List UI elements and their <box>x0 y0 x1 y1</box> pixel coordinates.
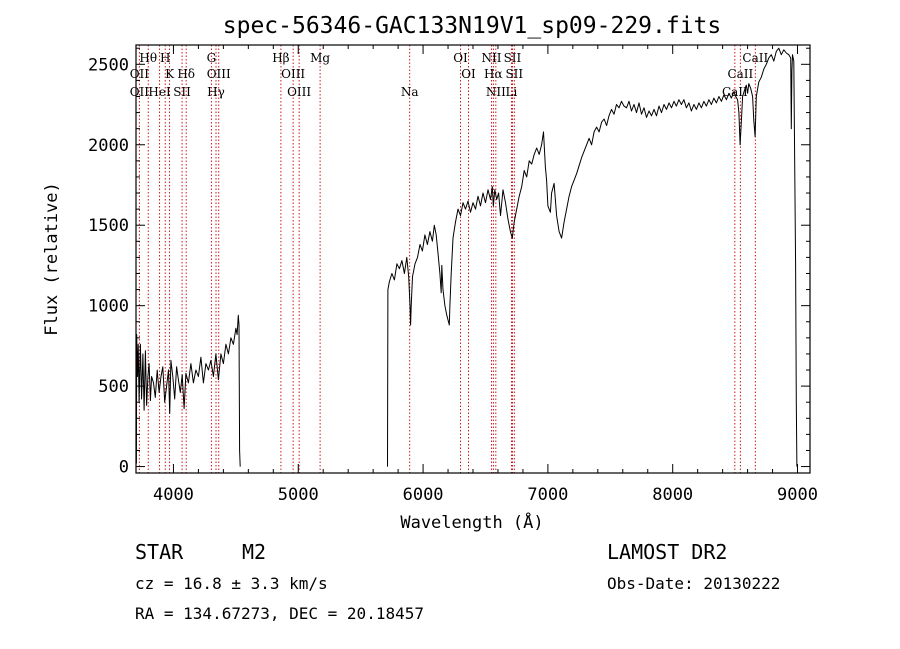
spectral-line-label: OI <box>461 67 476 81</box>
y-axis-label: Flux (relative) <box>42 182 62 336</box>
spectral-line-label: SII <box>504 51 522 65</box>
y-tick-label: 2500 <box>88 55 129 75</box>
spectral-line-label: CaII <box>727 67 753 81</box>
spectral-line-label: NII <box>486 85 506 99</box>
spectrum-line-segment <box>135 314 241 467</box>
y-axis: 0 500 1000 1500 2000 2500 <box>88 47 810 478</box>
x-tick-label: 9000 <box>777 485 818 505</box>
chart-title: spec-56346-GAC133N19V1_sp09-229.fits <box>223 13 722 39</box>
spectral-line-label: Hθ <box>139 51 157 65</box>
spectral-line-label: Mg <box>310 51 330 65</box>
spectral-line-label: Li <box>506 85 518 99</box>
spectral-line-label: OIII <box>287 85 311 99</box>
y-tick-label: 1000 <box>88 297 129 317</box>
x-tick-label: 6000 <box>403 485 444 505</box>
x-tick-label: 8000 <box>652 485 693 505</box>
spectral-line-label: Hβ <box>272 51 289 65</box>
x-axis: 4000 5000 6000 7000 8000 9000 <box>153 45 818 505</box>
obs-date: Obs-Date: 20130222 <box>607 574 781 593</box>
spectral-line-label: OIII <box>207 67 231 81</box>
plot-frame <box>135 44 811 474</box>
y-tick-label: 2000 <box>88 136 129 156</box>
spectral-line-label: OI <box>453 51 468 65</box>
object-class: STAR <box>135 540 184 564</box>
spectral-line-label: SII <box>505 67 523 81</box>
spectral-line-markers <box>138 45 756 473</box>
spectral-line-label: Hα <box>484 67 503 81</box>
object-subclass: M2 <box>242 540 267 564</box>
spectral-line-label: K <box>165 67 175 81</box>
spectral-line-label: CaII <box>722 85 748 99</box>
x-tick-label: 4000 <box>153 485 194 505</box>
spectral-line-label: OII <box>130 85 150 99</box>
redshift-value: cz = 16.8 ± 3.3 km/s <box>135 574 328 593</box>
spectral-line-label: HeI <box>148 85 171 99</box>
y-tick-label: 1500 <box>88 216 129 236</box>
spectral-line-label: Hγ <box>207 85 225 99</box>
spectral-line-label: Na <box>401 85 419 99</box>
spectral-line-label: G <box>207 51 217 65</box>
coordinates: RA = 134.67273, DEC = 20.18457 <box>135 604 424 623</box>
y-tick-label: 0 <box>119 458 129 478</box>
survey-name: LAMOST DR2 <box>607 540 728 564</box>
spectral-line-label: OIII <box>281 67 305 81</box>
y-tick-label: 500 <box>98 377 129 397</box>
spectral-line-label: OII <box>130 67 150 81</box>
spectral-line-label: SII <box>173 85 191 99</box>
spectral-line-label: Hδ <box>177 67 195 81</box>
spectral-line-label: H <box>160 51 170 65</box>
x-tick-label: 5000 <box>278 485 319 505</box>
x-axis-label: Wavelength (Å) <box>400 511 543 533</box>
x-tick-label: 7000 <box>527 485 568 505</box>
spectrum-series <box>135 47 798 467</box>
spectral-line-label: NII <box>481 51 501 65</box>
spectral-line-label: CaII <box>742 51 768 65</box>
spectrum-line-segment <box>387 47 798 467</box>
